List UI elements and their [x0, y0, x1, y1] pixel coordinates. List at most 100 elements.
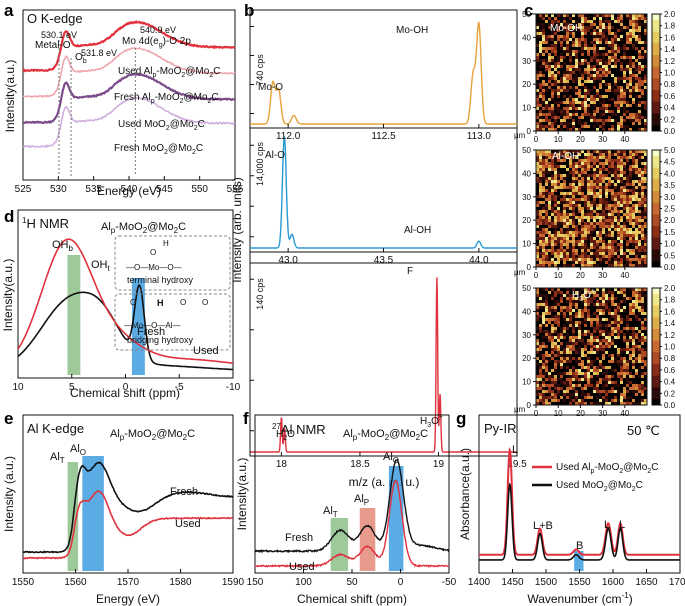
c-map-pixel	[554, 77, 557, 80]
c-map-pixel	[644, 104, 647, 107]
c-map-pixel	[554, 50, 557, 53]
c-map-pixel	[584, 396, 587, 399]
c-map-pixel	[581, 387, 584, 390]
c-map-pixel	[539, 162, 542, 165]
c-map-pixel	[608, 171, 611, 174]
c-map-pixel	[542, 125, 545, 128]
c-map-pixel	[626, 26, 629, 29]
c-map-pixel	[566, 113, 569, 116]
c-map-pixel	[572, 225, 575, 228]
d-xtick-label: 10	[12, 382, 24, 393]
c-map-pixel	[626, 183, 629, 186]
c-map-pixel	[566, 47, 569, 50]
c-map-pixel	[590, 318, 593, 321]
c-map-pixel	[635, 243, 638, 246]
c-map-pixel	[629, 29, 632, 32]
c-map-pixel	[608, 309, 611, 312]
c-map-pixel	[626, 189, 629, 192]
d-xtick-label: 5	[69, 382, 75, 393]
c-map-pixel	[614, 150, 617, 153]
c-map-pixel	[578, 92, 581, 95]
c-map-pixel	[566, 83, 569, 86]
c-map-pixel	[644, 360, 647, 363]
c-colorbar-label: 0.0	[664, 263, 676, 272]
a-xtick-label: 555	[227, 184, 244, 195]
c-colorbar-label: 0.6	[664, 92, 676, 101]
c-map-pixel	[623, 348, 626, 351]
c-map-pixel	[536, 294, 539, 297]
g-legend-entry: Used MoO2@Mo2C	[556, 480, 643, 493]
c-map-pixel	[587, 204, 590, 207]
c-map-pixel	[623, 171, 626, 174]
c-map-pixel	[602, 26, 605, 29]
c-map-pixel	[572, 387, 575, 390]
c-map-pixel	[584, 378, 587, 381]
c-colorbar-segment	[652, 205, 660, 209]
c-colorbar-segment	[652, 381, 660, 386]
c-map-pixel	[551, 252, 554, 255]
c-map-pixel	[587, 89, 590, 92]
c-map-pixel	[623, 366, 626, 369]
c-map-pixel	[542, 342, 545, 345]
c-map-pixel	[584, 198, 587, 201]
c-map-pixel	[626, 381, 629, 384]
c-map-pixel	[638, 216, 641, 219]
c-map-pixel	[557, 80, 560, 83]
c-map-pixel	[578, 201, 581, 204]
c-colorbar-segment	[652, 369, 660, 374]
c-map-pixel	[575, 321, 578, 324]
c-map-pixel	[599, 77, 602, 80]
c-map-pixel	[629, 20, 632, 23]
c-map-pixel	[611, 47, 614, 50]
c-colorbar-segment	[652, 28, 660, 33]
c-map-pixel	[536, 222, 539, 225]
c-map-pixel	[563, 219, 566, 222]
g-xtick-label: 1700	[669, 577, 685, 588]
c-map-pixel	[623, 390, 626, 393]
c-map-pixel	[545, 249, 548, 252]
c-map-pixel	[641, 258, 644, 261]
c-map-pixel	[578, 171, 581, 174]
c-map-pixel	[602, 174, 605, 177]
c-map-pixel	[596, 29, 599, 32]
c-map-pixel	[638, 204, 641, 207]
c-map-pixel	[641, 375, 644, 378]
c-map-pixel	[548, 309, 551, 312]
c-map-pixel	[641, 210, 644, 213]
c-map-pixel	[626, 369, 629, 372]
g-label-l1: L	[512, 444, 518, 456]
c-map-pixel	[578, 384, 581, 387]
c-colorbar-segment	[652, 43, 660, 47]
c-map-pixel	[626, 101, 629, 104]
c-map-pixel	[614, 399, 617, 402]
c-map-pixel	[560, 234, 563, 237]
c-map-pixel	[593, 291, 596, 294]
c-map-pixel	[569, 122, 572, 125]
c-map-pixel	[569, 246, 572, 249]
c-map-pixel	[536, 156, 539, 159]
c-map-pixel	[578, 150, 581, 153]
c-map-pixel	[542, 387, 545, 390]
c-map-pixel	[557, 258, 560, 261]
c-map-pixel	[545, 222, 548, 225]
c-map-pixel	[563, 309, 566, 312]
c-map-pixel	[560, 162, 563, 165]
c-map-pixel	[638, 168, 641, 171]
c-map-pixel	[620, 195, 623, 198]
c-map-pixel	[536, 393, 539, 396]
c-map-pixel	[596, 264, 599, 267]
c-map-pixel	[566, 357, 569, 360]
c-map-pixel	[542, 255, 545, 258]
c-map-pixel	[644, 17, 647, 20]
c-map-pixel	[626, 348, 629, 351]
c-map-pixel	[560, 186, 563, 189]
c-map-pixel	[581, 378, 584, 381]
c-map-pixel	[554, 162, 557, 165]
c-map-pixel	[572, 213, 575, 216]
c-map-pixel	[587, 255, 590, 258]
c-map-pixel	[566, 321, 569, 324]
c-map-pixel	[608, 104, 611, 107]
c-map-pixel	[629, 309, 632, 312]
c-map-pixel	[611, 381, 614, 384]
